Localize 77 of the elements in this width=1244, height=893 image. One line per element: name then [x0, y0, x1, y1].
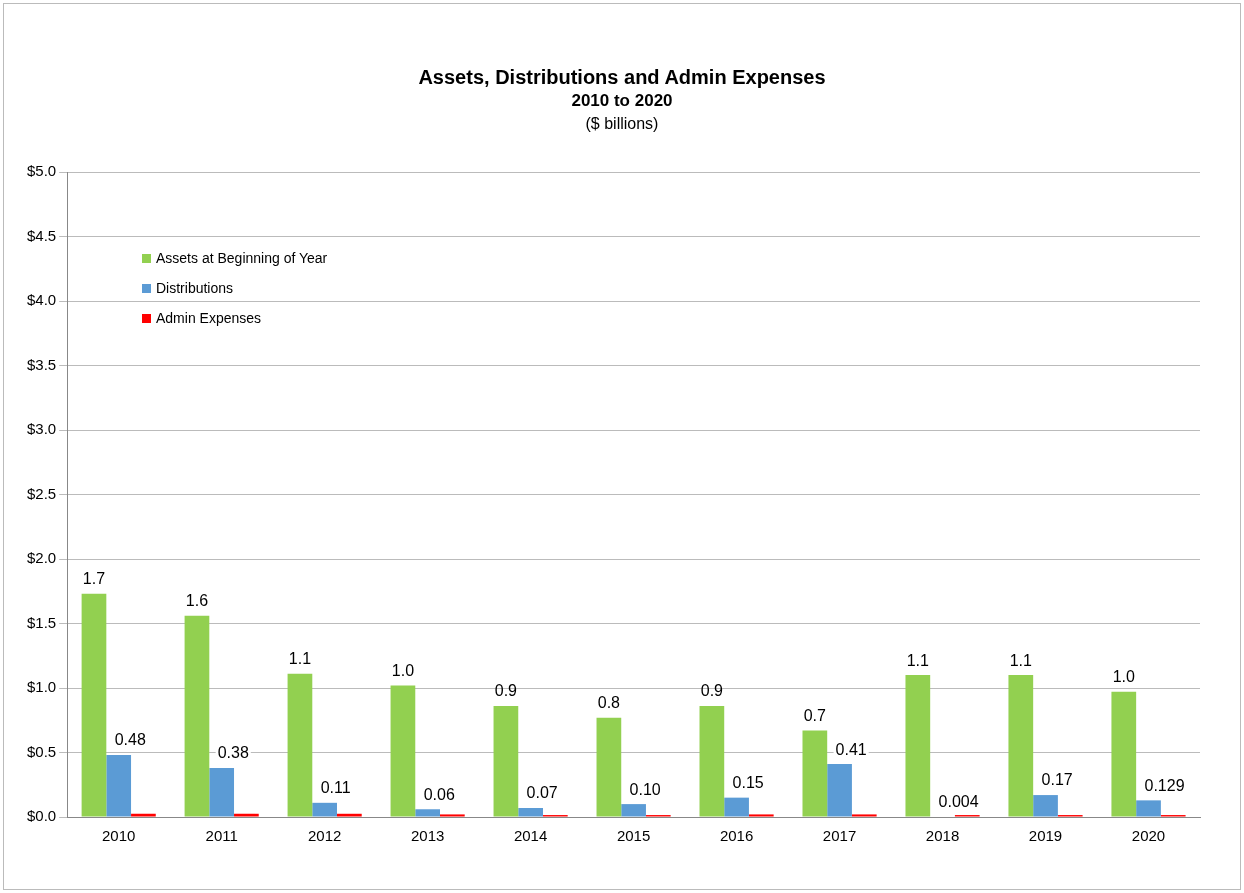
bar [337, 813, 362, 817]
bar [209, 767, 235, 817]
data-label: 0.07 [526, 784, 558, 802]
data-label: 0.10 [629, 780, 661, 798]
x-tick-label: 2013 [410, 827, 445, 845]
bar [493, 706, 519, 817]
bar [905, 675, 931, 817]
data-label: 1.6 [185, 592, 209, 610]
data-label: 0.004 [938, 792, 979, 810]
bar [390, 685, 416, 817]
data-label: 0.129 [1144, 776, 1185, 794]
text: ($ billions) [584, 115, 660, 133]
data-label: 0.7 [803, 706, 827, 724]
x-tick-label: 2016 [719, 827, 754, 845]
bar [621, 804, 646, 817]
data-label: 1.1 [288, 650, 312, 668]
data-label: 1.0 [1112, 668, 1136, 686]
data-label: 0.38 [217, 744, 249, 762]
bar [312, 802, 338, 817]
data-label: 1.1 [906, 651, 930, 669]
bar [415, 809, 440, 817]
bar [518, 807, 543, 817]
data-label: 0.17 [1041, 771, 1073, 789]
data-label: 0.8 [597, 694, 621, 712]
y-tick-label: $4.5 [26, 226, 57, 244]
bar [851, 814, 877, 817]
x-tick-label: 2017 [822, 827, 857, 845]
data-label: 0.9 [494, 682, 518, 700]
x-tick-label: 2015 [616, 827, 651, 845]
data-label: 0.9 [700, 682, 724, 700]
bar [1136, 800, 1161, 817]
legend-label: Admin Expenses [156, 310, 262, 326]
bar [1008, 675, 1034, 817]
bar [596, 717, 622, 817]
bar [1111, 691, 1137, 817]
y-tick-label: $0.5 [26, 742, 57, 760]
data-label: 1.0 [391, 661, 415, 679]
bar [439, 814, 465, 817]
y-tick-label: $3.0 [26, 420, 57, 438]
bar [724, 797, 749, 817]
data-label: 0.48 [114, 731, 146, 749]
legend-label: Assets at Beginning of Year [156, 250, 328, 266]
bar [1033, 795, 1058, 817]
y-tick-label: $1.0 [26, 678, 57, 696]
bar [131, 813, 156, 817]
y-tick-label: $5.0 [26, 162, 57, 180]
data-label: 0.06 [423, 785, 455, 803]
legend-label: Distributions [156, 280, 234, 296]
y-tick-label: $0.0 [26, 807, 57, 825]
y-tick-label: $1.5 [26, 613, 57, 631]
x-tick-label: 2020 [1131, 827, 1166, 845]
bar [827, 764, 852, 817]
x-tick-label: 2018 [925, 827, 960, 845]
chart-title: Assets, Distributions and Admin Expenses [417, 66, 827, 89]
x-tick-label: 2011 [205, 827, 238, 845]
bar [234, 813, 259, 817]
data-label: 1.1 [1009, 651, 1033, 669]
bar [802, 730, 828, 817]
data-label: 0.15 [732, 774, 764, 792]
chart-subtitle: 2010 to 2020 [570, 91, 674, 111]
bar [106, 755, 132, 817]
bar [748, 814, 774, 817]
data-label: 0.41 [835, 740, 867, 758]
x-tick-label: 2019 [1028, 827, 1063, 845]
y-tick-label: $4.0 [26, 291, 57, 309]
y-tick-label: $2.0 [26, 549, 57, 567]
bar [699, 706, 725, 817]
bar [287, 673, 313, 817]
data-label: 0.11 [320, 779, 351, 797]
bar [184, 615, 210, 817]
y-tick-label: $2.5 [26, 484, 57, 502]
x-tick-label: 2012 [307, 827, 342, 845]
bar [81, 593, 107, 817]
data-label: 1.7 [82, 570, 106, 588]
y-tick-label: $3.5 [26, 355, 57, 373]
x-tick-label: 2010 [102, 827, 136, 845]
x-tick-label: 2014 [513, 827, 548, 845]
